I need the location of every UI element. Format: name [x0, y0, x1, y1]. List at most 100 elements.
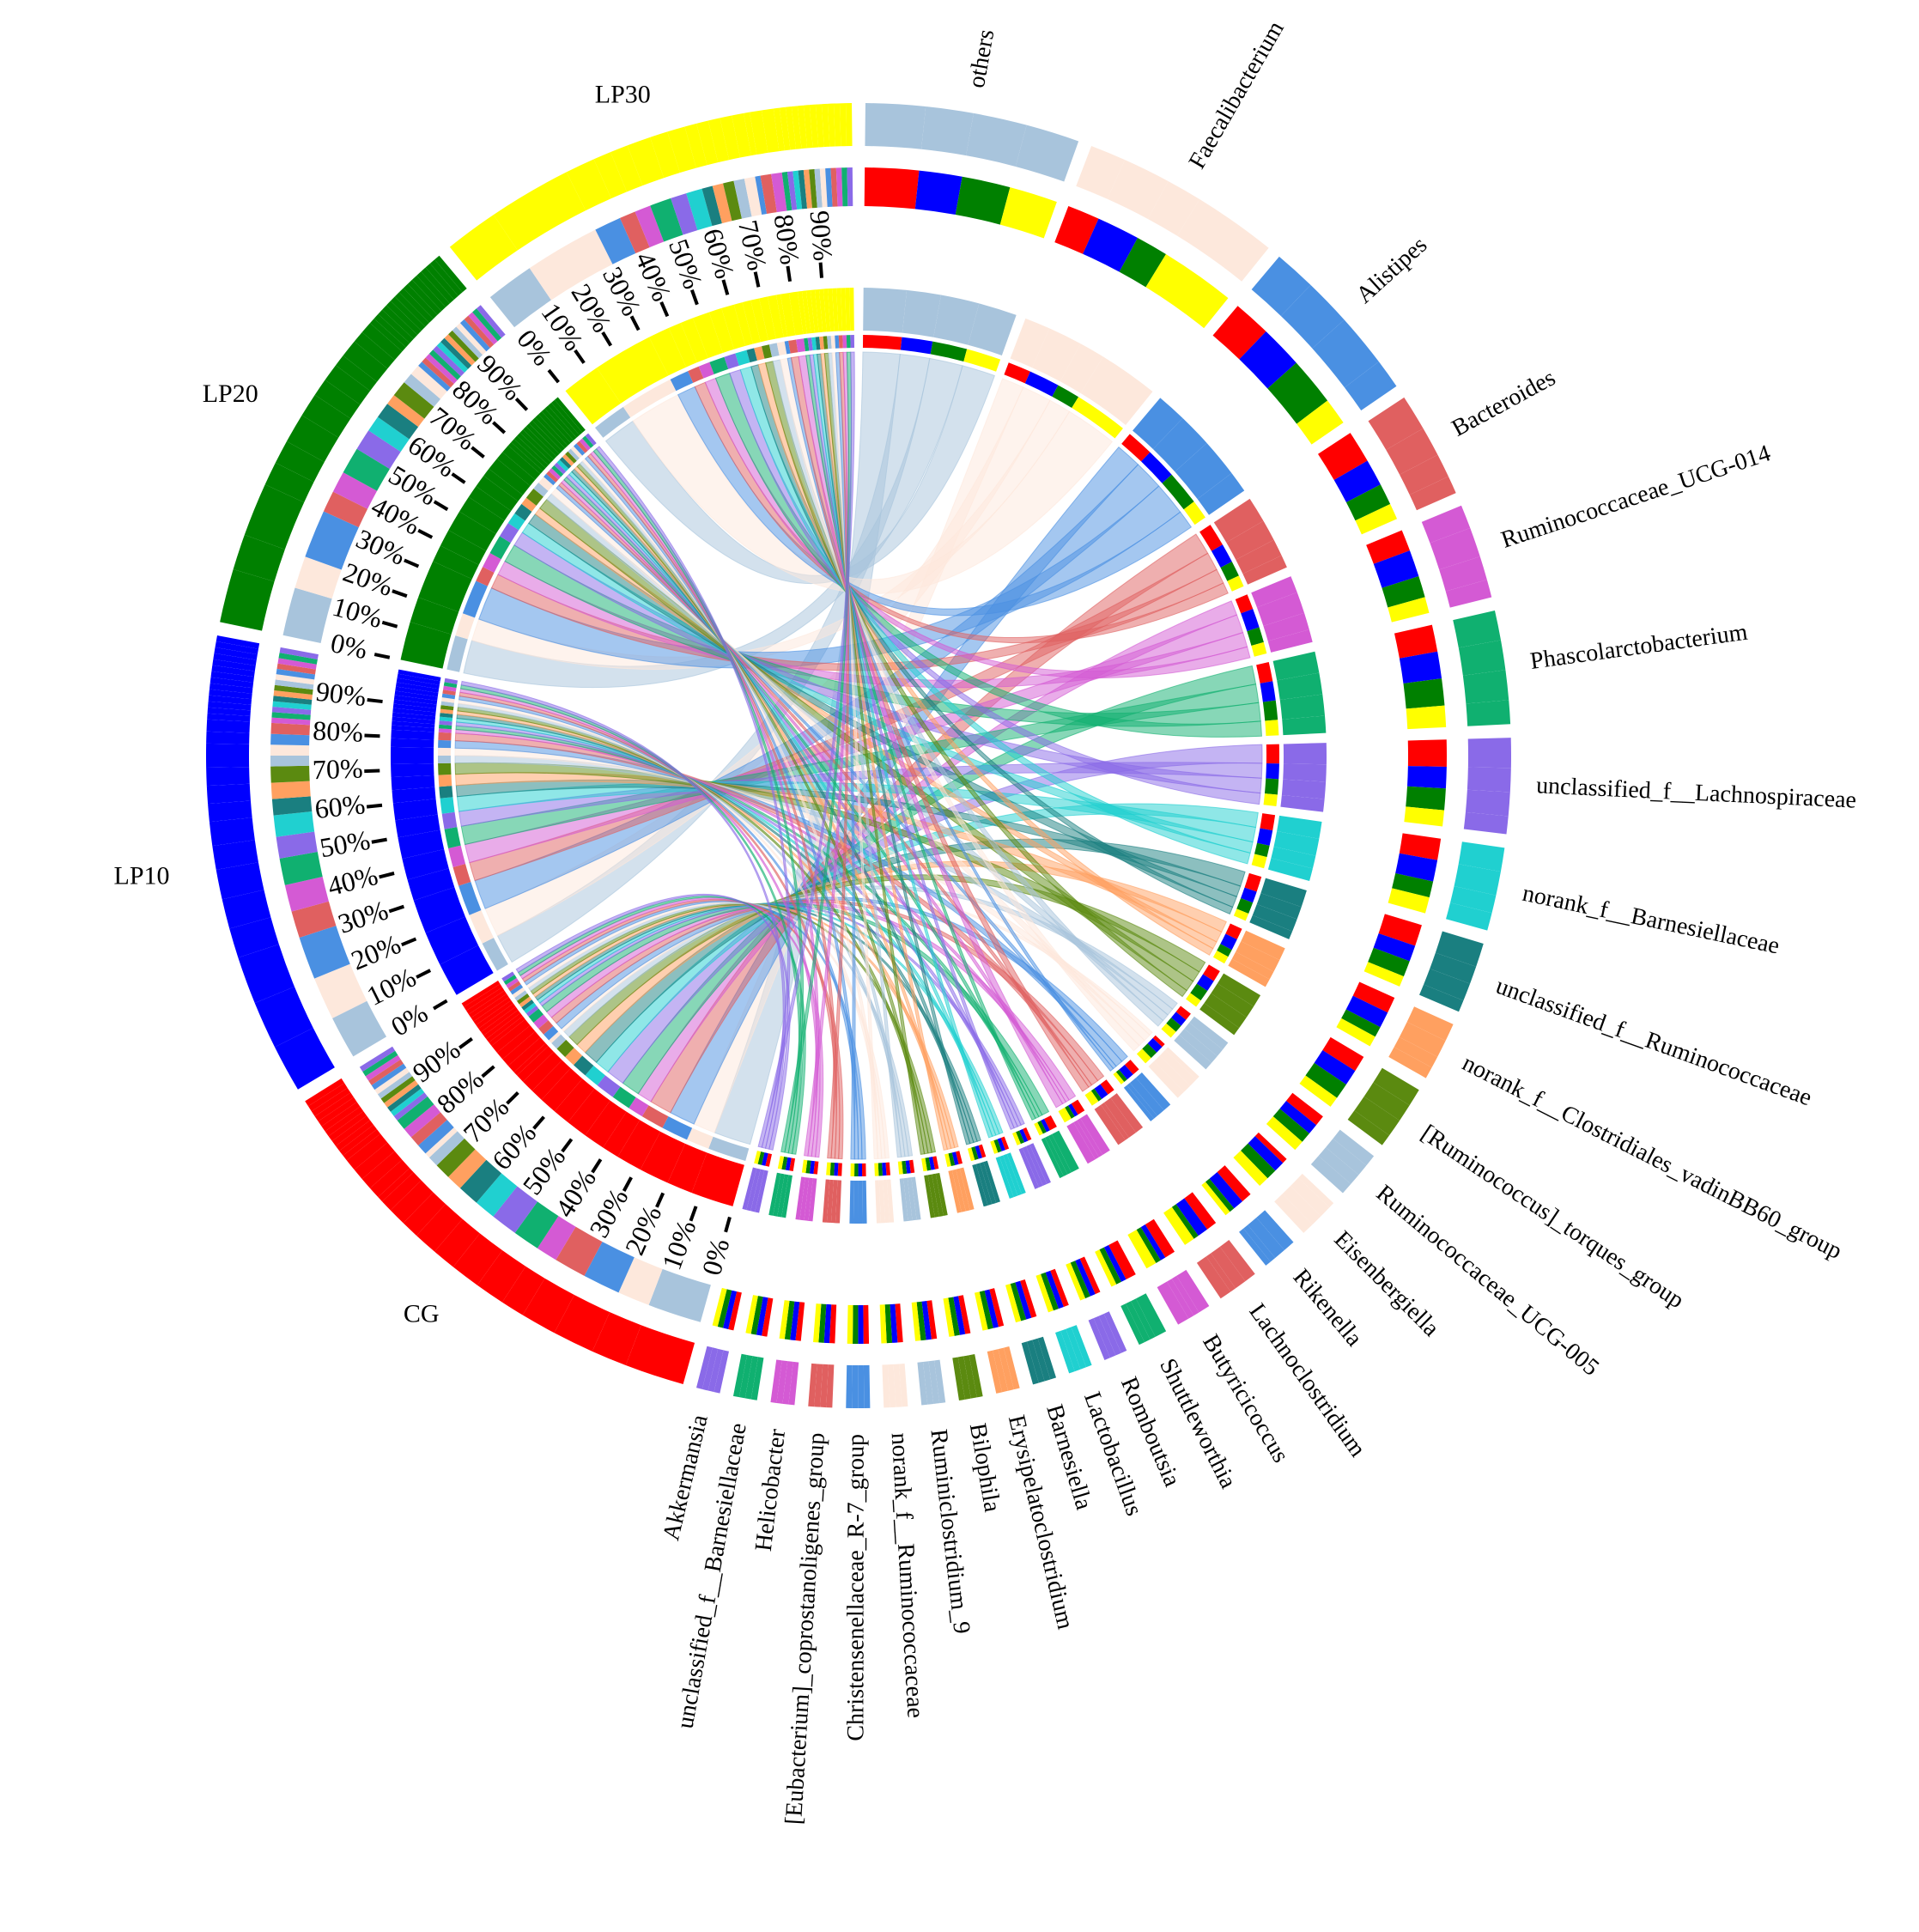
taxon-inner-strip — [854, 1163, 859, 1176]
taxon-inner-strip — [1199, 525, 1223, 551]
sample-outer-segment — [398, 288, 434, 323]
taxon-inner-segment — [1026, 1145, 1048, 1186]
taxon-inner-segment — [1127, 1083, 1157, 1119]
sample-composition-segment — [404, 374, 441, 407]
taxon-outer-segment — [1424, 969, 1471, 1001]
sample-outer-segment — [208, 800, 252, 823]
taxon-outer-segment — [922, 1361, 934, 1405]
tick-mark — [367, 698, 383, 704]
taxon-composition-segment — [926, 1300, 938, 1340]
sample-outer-segment — [416, 1204, 463, 1252]
sample-inner-segment — [391, 763, 434, 778]
sample-composition-segment — [393, 1092, 428, 1121]
percent-label: 60% — [313, 788, 367, 824]
taxon-outer-segment — [1445, 580, 1492, 608]
sample-inner-segment — [440, 530, 487, 565]
taxon-outer-segment — [1015, 125, 1079, 182]
taxon-composition-segment — [884, 1303, 893, 1344]
taxon-composition-segment — [1352, 981, 1395, 1013]
sample-outer-segment — [421, 267, 454, 304]
sample-composition-segment — [270, 765, 310, 783]
sample-composition-segment — [803, 169, 812, 209]
sample-outer-segment — [493, 172, 586, 251]
sample-inner-strip — [503, 975, 517, 986]
taxon-composition-segment — [722, 1290, 738, 1329]
taxon-composition-segment — [921, 1301, 932, 1340]
taxon-inner-segment — [1018, 1147, 1040, 1189]
sample-composition-segment — [362, 1050, 398, 1077]
taxon-composition-segment — [955, 176, 1011, 225]
taxon-inner-segment — [1277, 672, 1323, 701]
taxon-composition-segment — [1254, 1132, 1287, 1163]
sample-outer-segment — [305, 1078, 345, 1107]
sample-inner-strip — [768, 343, 780, 357]
sample-inner-segment — [523, 426, 557, 460]
sample-inner-segment — [529, 420, 562, 454]
sample-outer-segment — [373, 313, 410, 348]
taxon-composition-segment — [858, 1304, 864, 1344]
sample-outer-segment — [220, 569, 275, 631]
taxon-outer-segment — [770, 1359, 782, 1403]
sample-outer-segment — [343, 1129, 381, 1161]
taxon-composition-segment — [1127, 1230, 1157, 1269]
sample-inner-strip — [565, 451, 577, 464]
sample-composition-segment — [343, 448, 390, 491]
sample-composition-segment — [272, 701, 312, 710]
taxon-outer-segment — [1467, 738, 1511, 769]
taxon-inner-segment — [1029, 1143, 1051, 1184]
sample-inner-segment — [468, 990, 507, 1018]
taxon-outer-segment — [1406, 1006, 1454, 1041]
taxon-outer-segment — [1251, 256, 1311, 316]
taxon-inner-strip — [951, 1151, 959, 1165]
sample-outer-segment — [206, 783, 251, 805]
taxon-outer-segment — [1060, 1328, 1081, 1372]
sample-inner-strip — [438, 755, 452, 764]
sample-composition-segment — [723, 180, 742, 222]
sample-inner-strip — [443, 685, 457, 692]
sample-inner-segment — [814, 289, 823, 333]
taxon-inner-segment — [1197, 472, 1245, 515]
sample-inner-strip — [482, 938, 508, 971]
taxon-inner-strip — [1265, 720, 1279, 737]
sample-outer-segment — [667, 126, 696, 173]
taxon-composition-segment — [911, 1302, 921, 1341]
sample-outer-segment — [434, 1218, 480, 1267]
sample-inner-strip — [582, 435, 594, 448]
sample-inner-strip — [438, 762, 452, 775]
sample-inner-segment — [525, 423, 560, 457]
sample-inner-segment — [535, 414, 568, 449]
taxon-inner-strip — [1065, 1105, 1075, 1119]
taxon-inner-strip — [785, 1157, 792, 1171]
taxon-inner-segment — [1010, 318, 1050, 368]
sample-outer-segment — [394, 292, 429, 327]
taxon-composition-segment — [1241, 1143, 1276, 1179]
sample-outer-segment — [301, 394, 351, 438]
taxon-inner-strip — [874, 1163, 879, 1176]
taxon-inner-segment — [1073, 1120, 1099, 1160]
taxon-label: Ruminiclostridium_9 — [925, 1428, 975, 1636]
taxon-outer-segment — [1298, 1173, 1334, 1208]
sample-inner-segment — [832, 288, 839, 331]
sample-inner-strip — [544, 473, 556, 486]
sample-label: LP20 — [203, 380, 258, 408]
sample-inner-segment — [489, 459, 531, 495]
sample-outer-segment — [650, 131, 680, 179]
taxon-outer-segment — [1282, 1186, 1321, 1225]
sample-composition-segment — [380, 1076, 416, 1103]
taxon-inner-strip — [997, 1138, 1005, 1151]
taxon-inner-strip — [1212, 951, 1229, 964]
sample-inner-segment — [397, 673, 440, 685]
sample-outer-segment — [209, 689, 252, 700]
sample-inner-segment — [400, 622, 452, 669]
taxon-inner-strip — [1012, 1132, 1021, 1145]
taxon-label: Phascolarctobacterium — [1528, 619, 1749, 675]
taxon-outer-segment — [1055, 1330, 1075, 1374]
taxon-outer-segment — [1453, 610, 1501, 648]
taxon-inner-strip — [1071, 1099, 1085, 1115]
sample-composition-segment — [356, 430, 401, 470]
taxon-inner-segment — [1242, 555, 1287, 585]
sample-composition-segment — [393, 382, 434, 419]
taxon-inner-segment — [933, 295, 980, 345]
sample-inner-strip — [443, 682, 458, 689]
tick-mark — [381, 620, 398, 629]
